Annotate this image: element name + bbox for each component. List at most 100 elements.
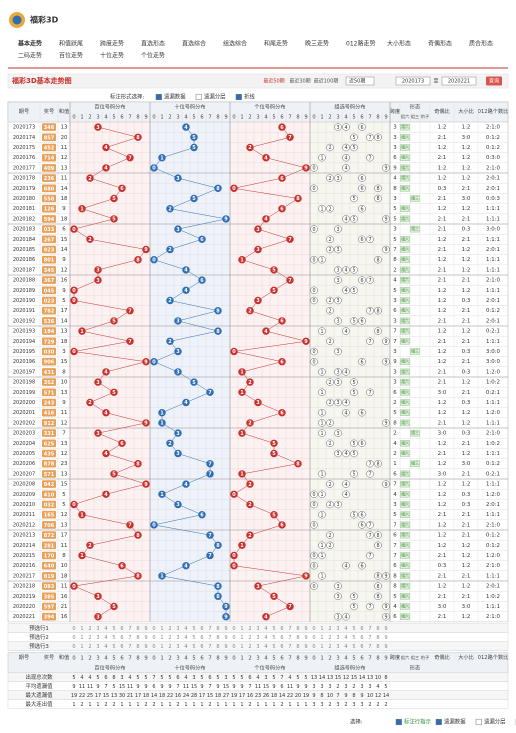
span-cell: 2: [393, 451, 396, 457]
issue-cell: 2020218: [13, 584, 35, 590]
nav-link[interactable]: 直选形态: [141, 40, 165, 48]
group-number: 9: [384, 482, 387, 488]
stat-value: 15: [335, 675, 341, 681]
form-tag: [400, 419, 410, 427]
ball-number: 1: [80, 512, 84, 518]
prize-digit: 7: [51, 237, 55, 243]
period-link[interactable]: 最近100期: [314, 78, 339, 85]
logo-icon-inner: [12, 15, 22, 25]
preselect-digit: 2: [88, 626, 91, 632]
group-ball: [350, 602, 358, 611]
to-input[interactable]: [441, 76, 477, 86]
oe-cell: 3:0: [438, 604, 447, 610]
digit-header: 1: [240, 655, 243, 661]
checkbox[interactable]: [195, 93, 202, 101]
form-cell: 组六: [401, 491, 409, 496]
group-ball: [318, 255, 326, 264]
preselect-digit: 4: [264, 644, 267, 650]
nav-link[interactable]: 个位走势: [141, 52, 165, 60]
preselect-digit: 1: [320, 644, 323, 650]
bs-cell: 1:2: [462, 451, 471, 457]
digit-header: 1: [320, 655, 323, 661]
nav-link[interactable]: 晚三走势: [305, 40, 329, 48]
prize-cell: 714: [44, 155, 55, 161]
checkbox[interactable]: [475, 718, 482, 726]
stat-value: 3: [360, 684, 363, 690]
checkbox[interactable]: [435, 718, 442, 726]
group-ball: [374, 306, 382, 315]
nav-link[interactable]: 百位走势: [59, 52, 83, 60]
preselect-digit: 0: [312, 644, 315, 650]
nav-link[interactable]: 二码走势: [18, 52, 42, 60]
nav-link[interactable]: 和尾走势: [264, 40, 288, 48]
stat-value: 27: [223, 693, 229, 699]
nav-link[interactable]: 012路走势: [346, 40, 375, 48]
form-tag: [400, 123, 410, 131]
nav-link[interactable]: 基本走势: [17, 40, 42, 48]
oe-cell: 2:1: [438, 553, 447, 559]
form-tag: [400, 613, 410, 620]
ball: [238, 429, 246, 437]
ball: [198, 276, 206, 284]
nav-link[interactable]: 十位走势: [100, 52, 124, 60]
ball-number: 5: [272, 594, 276, 600]
stat-label: 出现总次数: [26, 673, 54, 681]
ball-number: 4: [104, 410, 108, 416]
group-ball: [382, 612, 390, 621]
prize-digit: 5: [44, 471, 48, 477]
nav-link[interactable]: 直选综合: [182, 40, 206, 48]
ball: [118, 562, 126, 570]
bs-cell: 2:1: [462, 594, 471, 600]
digit-header: 5: [112, 655, 115, 661]
checkbox[interactable]: [155, 93, 162, 101]
stat-value: 17: [95, 693, 101, 699]
form-header: 豹子: [421, 654, 429, 661]
prize-cell: 558: [44, 196, 55, 202]
prize-digit: 4: [44, 145, 48, 151]
bs-cell: 1:2: [462, 288, 471, 294]
ball: [190, 143, 198, 152]
preselect-digit: 0: [152, 644, 155, 650]
prize-digit: 6: [51, 318, 55, 324]
prize-digit: 0: [44, 584, 48, 590]
prize-digit: 8: [51, 196, 55, 202]
group-ball: [358, 184, 366, 193]
ball: [238, 256, 246, 264]
from-input[interactable]: [395, 76, 431, 86]
ball-number: 0: [232, 553, 236, 559]
group-ball: [366, 531, 374, 539]
nav-link[interactable]: 跨度走势: [100, 40, 124, 48]
nav-link[interactable]: 质合形态: [469, 40, 493, 48]
group-number: 8: [376, 594, 379, 600]
nav-link[interactable]: 奇偶形态: [428, 40, 452, 48]
form-cell: 组六: [401, 318, 409, 323]
ball-number: 0: [72, 298, 76, 304]
span-cell: 9: [393, 359, 397, 365]
query-button[interactable]: [486, 76, 502, 86]
prize-digit: 0: [51, 492, 55, 498]
ball-number: 3: [176, 431, 180, 437]
prize-digit: 5: [51, 441, 55, 447]
preselect-digit: 0: [312, 626, 315, 632]
preselect-digit: 9: [144, 635, 147, 641]
nav-link[interactable]: 组选综合: [223, 40, 247, 48]
nav-link[interactable]: 大小形态: [387, 40, 411, 48]
nav-link[interactable]: 和值跃尾: [59, 40, 83, 48]
checkbox[interactable]: [235, 93, 242, 101]
preselect-digit: 8: [136, 626, 139, 632]
period-link[interactable]: 最近50期: [263, 78, 284, 85]
bs-cell: 1:2: [462, 614, 471, 620]
issue-cell: 2020200: [13, 400, 35, 406]
checkbox[interactable]: [395, 718, 402, 726]
preselect-digit: 1: [240, 626, 243, 632]
preselect-digit: 3: [96, 635, 99, 641]
ball: [86, 174, 94, 182]
ball-number: 9: [144, 482, 148, 488]
period-select[interactable]: [345, 76, 375, 86]
form-cell: 组六: [401, 532, 409, 537]
group-number: 1: [320, 329, 323, 335]
period-link[interactable]: 最近30期: [289, 78, 310, 85]
sum-cell: 3: [62, 349, 65, 355]
prize-digit: 5: [47, 145, 51, 151]
group-ball: [326, 398, 334, 407]
